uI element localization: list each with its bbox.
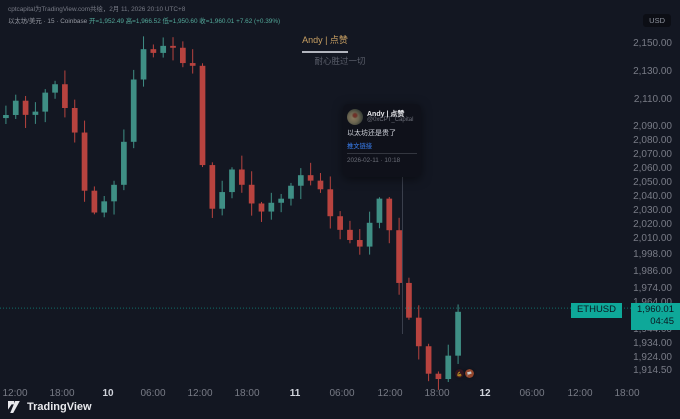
svg-text:💪: 💪	[457, 370, 463, 376]
svg-text:🏳️: 🏳️	[467, 370, 473, 376]
